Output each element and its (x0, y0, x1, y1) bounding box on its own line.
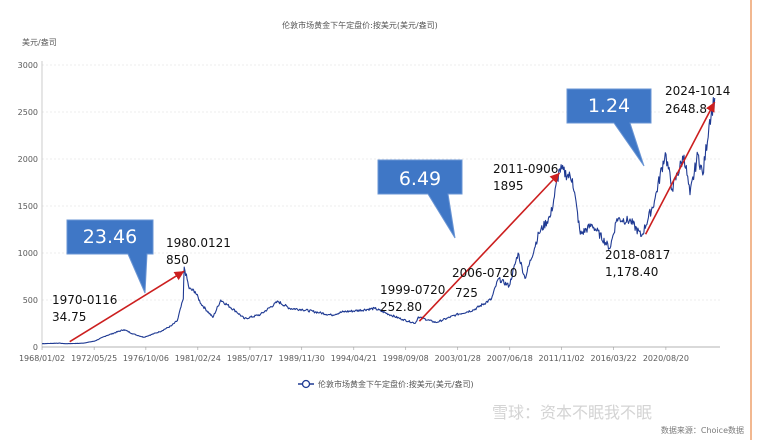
annotation-2011: 2011-0906 1895 (493, 162, 558, 193)
chart-title: 伦敦市场黄金下午定盘价:按美元(美元/盎司) (282, 20, 438, 30)
annotation-value: 252.80 (380, 300, 422, 314)
y-tick-label: 2500 (18, 108, 38, 117)
annotation-date: 1999-0720 (380, 283, 445, 297)
x-tick-label: 2016/03/22 (591, 354, 637, 363)
annotation-value: 725 (455, 286, 478, 300)
annotation-1970: 1970-0116 34.75 (52, 293, 117, 324)
callout-1-24: 1.24 (566, 88, 652, 167)
grid-layer (42, 64, 720, 301)
y-tick-label: 1500 (18, 202, 38, 211)
annotation-date: 2006-0720 (452, 266, 517, 280)
annotation-value: 1,178.40 (605, 265, 658, 279)
annotation-1999: 1999-0720 252.80 (380, 283, 445, 314)
annotation-date: 2018-0817 (605, 248, 670, 262)
x-tick-label: 2020/08/20 (643, 354, 689, 363)
annotation-date: 1970-0116 (52, 293, 117, 307)
y-tick-label: 3000 (18, 61, 38, 70)
annotation-date: 1980.0121 (166, 236, 231, 250)
callout-label: 1.24 (588, 95, 630, 117)
data-source: 数据来源：Choice数据 (661, 425, 744, 435)
legend[interactable]: 伦敦市场黄金下午定盘价:按美元(美元/盎司) (298, 379, 474, 389)
annotation-value: 34.75 (52, 310, 86, 324)
trend-arrow (644, 101, 716, 235)
annotation-2024: 2024-1014 2648.8 (665, 84, 730, 116)
callout-23-46: 23.46 (66, 219, 154, 294)
trend-arrows (69, 101, 716, 343)
x-tick-label: 1985/07/17 (227, 354, 273, 363)
x-tick-label: 2011/11/02 (539, 354, 585, 363)
axis-layer: 0 500 1000 1500 2000 2500 3000 1968/01/02 1972/0… (18, 61, 720, 363)
series-line (42, 97, 716, 345)
x-tick-label: 1968/01/02 (19, 354, 65, 363)
y-tick-label: 500 (23, 296, 38, 305)
annotation-1980: 1980.0121 850 (166, 236, 231, 267)
callout-6-49: 6.49 (377, 159, 463, 239)
x-tick-label: 1994/04/21 (331, 354, 377, 363)
annotation-2006: 2006-0720 725 (452, 266, 517, 300)
edge-scrollbar[interactable] (750, 0, 752, 440)
annotation-2018: 2018-0817 1,178.40 (605, 248, 670, 279)
x-tick-label: 1972/05/25 (71, 354, 117, 363)
x-tick-label: 2003/01/28 (435, 354, 481, 363)
trend-arrow (418, 172, 561, 322)
annotation-value: 850 (166, 253, 189, 267)
y-axis-label: 美元/盎司 (22, 37, 57, 47)
x-tick-label: 1989/11/30 (279, 354, 325, 363)
legend-marker-icon (301, 379, 311, 389)
annotation-date: 2024-1014 (665, 84, 730, 98)
x-tick-label: 1998/09/08 (383, 354, 429, 363)
series-layer (42, 97, 716, 345)
callout-label: 6.49 (399, 168, 441, 190)
x-tick-label: 2007/06/18 (487, 354, 533, 363)
annotation-value: 2648.8 (665, 102, 707, 116)
trend-arrow (69, 270, 185, 343)
callout-label: 23.46 (83, 226, 137, 248)
watermark: 雪球：资本不眠我不眠 (492, 403, 652, 422)
y-tick-label: 0 (33, 343, 38, 352)
x-tick-label: 1981/02/24 (175, 354, 221, 363)
y-tick-label: 2000 (18, 155, 38, 164)
legend-label: 伦敦市场黄金下午定盘价:按美元(美元/盎司) (318, 379, 474, 389)
y-tick-label: 1000 (18, 249, 38, 258)
annotation-value: 1895 (493, 179, 524, 193)
annotation-date: 2011-0906 (493, 162, 558, 176)
x-tick-label: 1976/10/06 (123, 354, 169, 363)
